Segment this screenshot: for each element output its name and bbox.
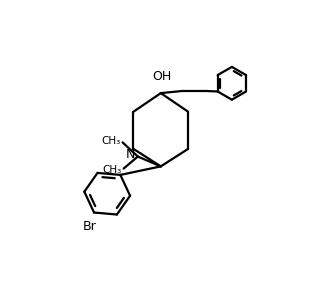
Text: CH₃: CH₃ xyxy=(101,136,121,146)
Text: Br: Br xyxy=(83,220,97,233)
Text: N: N xyxy=(126,148,135,161)
Text: CH₃: CH₃ xyxy=(103,165,122,175)
Text: OH: OH xyxy=(152,70,171,83)
